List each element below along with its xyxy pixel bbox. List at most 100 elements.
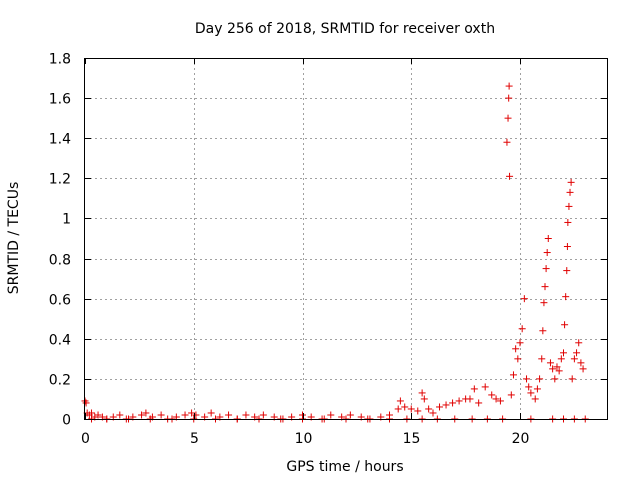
- data-point: [575, 339, 583, 347]
- data-point: [567, 178, 575, 186]
- data-point: [418, 389, 426, 397]
- data-point: [570, 355, 578, 363]
- data-point: [492, 395, 500, 403]
- x-tick-label: 10: [295, 431, 313, 447]
- data-point: [577, 359, 585, 367]
- data-point: [506, 172, 514, 180]
- data-point: [503, 138, 511, 146]
- data-point: [470, 385, 478, 393]
- x-tick-label: 5: [190, 431, 199, 447]
- data-point: [516, 339, 524, 347]
- data-point: [327, 411, 335, 419]
- y-axis-label: SRMTID / TECUs: [6, 182, 22, 295]
- x-tick-label: 0: [81, 431, 90, 447]
- data-point: [514, 355, 522, 363]
- data-point: [533, 385, 541, 393]
- data-point: [579, 365, 587, 373]
- x-tick-labels: 0 5 10 15 20: [81, 431, 529, 447]
- data-point: [507, 391, 515, 399]
- plot-frame: [84, 58, 608, 420]
- data-point: [396, 397, 404, 405]
- grid-layer: [85, 58, 607, 419]
- data-point: [546, 359, 554, 367]
- data-point: [420, 395, 428, 403]
- data-point: [520, 295, 528, 303]
- data-point: [564, 218, 572, 226]
- y-tick-label: 1.2: [49, 172, 71, 188]
- data-point: [192, 411, 200, 419]
- y-tick-label: 0.2: [49, 373, 71, 389]
- data-point: [188, 409, 196, 417]
- data-point: [512, 345, 520, 353]
- data-point: [539, 327, 547, 335]
- data-point: [527, 389, 535, 397]
- data-points: [81, 82, 589, 423]
- data-point: [82, 399, 90, 407]
- y-tick-labels: 0 0.2 0.4 0.6 0.8 1 1.2 1.4 1.6 1.8: [49, 52, 71, 429]
- data-point: [544, 235, 552, 242]
- data-point: [531, 395, 539, 403]
- data-point: [543, 249, 551, 257]
- data-point: [560, 349, 567, 357]
- data-point: [565, 202, 573, 210]
- data-point: [488, 391, 496, 399]
- data-point: [563, 267, 571, 275]
- data-point: [455, 397, 463, 405]
- data-point: [449, 399, 457, 407]
- data-point: [181, 411, 189, 419]
- data-point: [542, 265, 550, 273]
- data-point: [88, 409, 96, 417]
- data-point: [505, 82, 513, 90]
- x-axis-label: GPS time / hours: [286, 459, 403, 475]
- y-tick-label: 0: [62, 413, 71, 429]
- data-point: [562, 293, 570, 301]
- data-point: [525, 383, 533, 391]
- data-point: [504, 114, 512, 122]
- data-point: [505, 94, 513, 102]
- data-point: [414, 407, 422, 415]
- chart-title: Day 256 of 2018, SRMTID for receiver oxt…: [195, 21, 495, 37]
- data-point: [496, 397, 504, 405]
- data-point: [394, 405, 402, 413]
- data-point: [138, 411, 146, 419]
- x-tick-label: 15: [403, 431, 421, 447]
- y-tick-label: 1.8: [49, 52, 71, 68]
- data-point: [561, 321, 569, 329]
- y-tick-label: 1: [62, 212, 71, 228]
- data-point: [94, 411, 102, 419]
- data-point: [509, 371, 517, 379]
- data-point: [259, 411, 267, 419]
- data-point: [207, 409, 215, 417]
- data-point: [553, 363, 561, 371]
- data-point: [425, 405, 433, 413]
- data-point: [242, 411, 250, 419]
- axis-ticks: [85, 58, 607, 420]
- data-point: [518, 325, 526, 333]
- data-point: [541, 283, 549, 291]
- y-tick-label: 1.4: [49, 132, 71, 148]
- data-point: [429, 409, 437, 417]
- data-point: [549, 365, 557, 373]
- data-point: [536, 375, 544, 383]
- data-point: [475, 399, 483, 407]
- x-tick-label: 20: [512, 431, 530, 447]
- data-point: [573, 349, 581, 357]
- data-point: [436, 403, 444, 411]
- data-point: [401, 403, 409, 411]
- data-point: [116, 411, 124, 419]
- data-point: [442, 401, 450, 409]
- data-point: [142, 409, 150, 417]
- y-tick-label: 0.4: [49, 333, 71, 349]
- data-point: [481, 383, 489, 391]
- y-tick-label: 0.6: [49, 293, 71, 309]
- y-tick-label: 1.6: [49, 92, 71, 108]
- data-point: [557, 355, 565, 363]
- data-point: [157, 411, 165, 419]
- data-point: [538, 355, 546, 363]
- y-tick-label: 0.8: [49, 253, 71, 269]
- data-point: [540, 299, 548, 307]
- data-point: [563, 243, 571, 251]
- data-point: [555, 367, 563, 375]
- data-point: [551, 375, 559, 383]
